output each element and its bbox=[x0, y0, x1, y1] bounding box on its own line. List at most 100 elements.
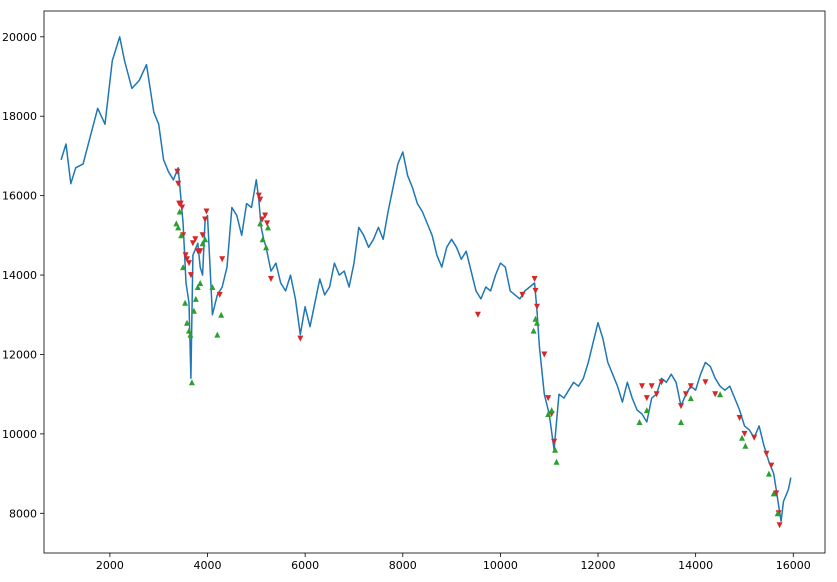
buy-marker bbox=[530, 327, 537, 334]
sell-marker bbox=[192, 236, 199, 243]
series-layer bbox=[60, 36, 792, 522]
sell-marker bbox=[751, 434, 758, 441]
buy-marker bbox=[259, 236, 266, 243]
sell-marker bbox=[648, 383, 655, 390]
buy-marker bbox=[175, 224, 182, 231]
buy-marker bbox=[176, 208, 183, 215]
sell-marker bbox=[768, 462, 775, 469]
y-tick-label: 16000 bbox=[2, 190, 37, 203]
buy-marker bbox=[739, 434, 745, 441]
sell-marker bbox=[216, 291, 223, 298]
y-tick-label: 18000 bbox=[2, 110, 37, 123]
buy-marker bbox=[187, 331, 194, 338]
sell-marker bbox=[639, 383, 645, 390]
sell-marker bbox=[658, 379, 665, 386]
sell-marker bbox=[202, 216, 209, 223]
x-tick-label: 14000 bbox=[678, 559, 713, 572]
buy-marker bbox=[553, 458, 560, 465]
sell-marker bbox=[741, 430, 748, 437]
marker-layer bbox=[173, 168, 783, 529]
buy-marker bbox=[194, 284, 201, 290]
y-tick-label: 20000 bbox=[2, 31, 37, 44]
sell-marker bbox=[474, 311, 481, 318]
buy-marker bbox=[765, 470, 772, 477]
sell-marker bbox=[175, 180, 182, 187]
buy-marker bbox=[717, 391, 724, 398]
sell-marker bbox=[643, 395, 650, 402]
buy-marker bbox=[188, 379, 195, 386]
y-tick-label: 14000 bbox=[2, 269, 37, 282]
x-tick-label: 16000 bbox=[776, 559, 811, 572]
sell-marker bbox=[534, 303, 540, 310]
sell-marker bbox=[197, 248, 204, 255]
buy-marker bbox=[774, 510, 781, 517]
sell-marker bbox=[687, 383, 694, 390]
buy-marker bbox=[209, 284, 216, 290]
buy-marker bbox=[545, 411, 552, 417]
sell-marker bbox=[257, 196, 264, 203]
sell-marker bbox=[177, 200, 184, 207]
sell-marker bbox=[773, 490, 780, 497]
buy-marker bbox=[197, 280, 204, 286]
sell-marker bbox=[736, 415, 743, 421]
buy-marker bbox=[180, 264, 187, 271]
sell-marker bbox=[776, 522, 783, 529]
x-tick-label: 6000 bbox=[291, 559, 319, 572]
x-tick-label: 8000 bbox=[389, 559, 417, 572]
buy-marker bbox=[173, 220, 180, 227]
sell-marker bbox=[551, 438, 558, 445]
buy-marker bbox=[202, 236, 209, 243]
sell-marker bbox=[531, 276, 538, 282]
buy-marker bbox=[742, 442, 749, 449]
sell-marker bbox=[174, 168, 181, 175]
buy-marker bbox=[218, 311, 225, 318]
buy-marker bbox=[678, 419, 684, 425]
y-axis: 8000 10000 12000 14000 16000 18000 20000 bbox=[2, 31, 44, 520]
sell-marker bbox=[682, 391, 689, 398]
series-line bbox=[60, 36, 792, 522]
buy-marker bbox=[199, 240, 206, 247]
sell-marker bbox=[262, 212, 269, 219]
sell-marker bbox=[199, 232, 206, 239]
sell-marker bbox=[763, 450, 770, 457]
sell-marker bbox=[541, 351, 548, 358]
sell-marker bbox=[189, 240, 196, 247]
sell-marker bbox=[712, 391, 719, 398]
sell-marker bbox=[545, 395, 552, 402]
buy-marker bbox=[182, 299, 189, 306]
sell-marker bbox=[187, 272, 194, 279]
buy-marker bbox=[265, 224, 271, 231]
x-tick-label: 12000 bbox=[581, 559, 616, 572]
y-tick-label: 12000 bbox=[2, 348, 37, 361]
buy-marker bbox=[770, 490, 777, 497]
sell-marker bbox=[186, 260, 192, 267]
buy-marker bbox=[184, 319, 190, 326]
sell-marker bbox=[203, 208, 210, 215]
sell-marker bbox=[297, 335, 304, 342]
buy-marker bbox=[534, 319, 540, 326]
plot-frame bbox=[43, 10, 826, 554]
x-axis: 2000 4000 6000 8000 10000 12000 14000 16000 bbox=[96, 553, 811, 572]
buy-marker bbox=[178, 232, 185, 239]
sell-marker bbox=[653, 391, 660, 398]
sell-marker bbox=[519, 291, 526, 298]
sell-marker bbox=[702, 379, 709, 386]
buy-marker bbox=[548, 407, 555, 414]
x-tick-label: 10000 bbox=[483, 559, 518, 572]
buy-marker bbox=[190, 307, 197, 314]
buy-marker bbox=[214, 331, 221, 338]
buy-marker bbox=[636, 419, 643, 425]
sell-marker bbox=[182, 252, 189, 259]
sell-marker bbox=[532, 287, 539, 294]
sell-marker bbox=[219, 256, 226, 263]
sell-marker bbox=[259, 216, 266, 223]
buy-marker bbox=[552, 446, 559, 453]
buy-marker bbox=[263, 244, 270, 251]
x-tick-label: 2000 bbox=[96, 559, 124, 572]
y-tick-label: 8000 bbox=[9, 507, 37, 520]
sell-marker bbox=[678, 403, 684, 410]
sell-marker bbox=[255, 192, 262, 199]
sell-marker bbox=[264, 220, 271, 227]
